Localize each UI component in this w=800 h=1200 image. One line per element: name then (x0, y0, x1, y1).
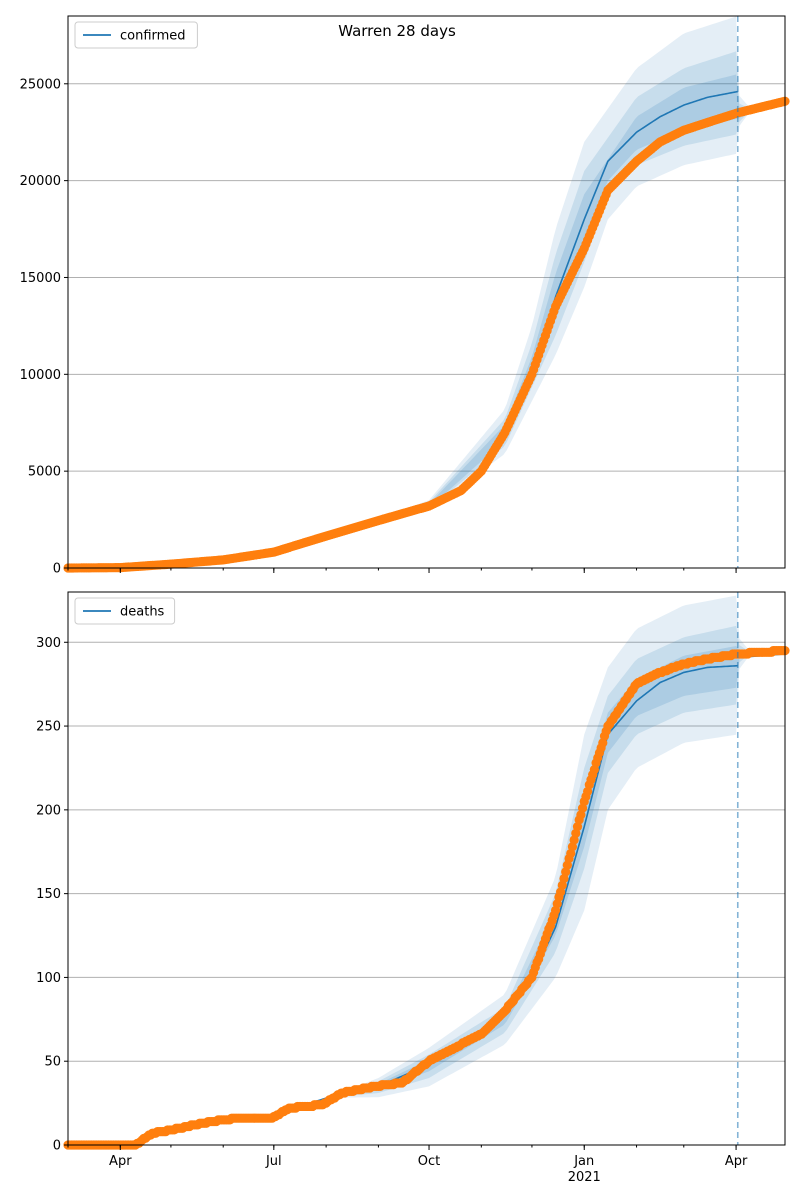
y-tick-label: 10000 (20, 368, 61, 383)
x-tick-year-label: 2021 (568, 1170, 601, 1185)
y-tick-label: 0 (53, 562, 61, 577)
x-tick-label: Jul (265, 1154, 282, 1169)
confirmed-grid (68, 83, 785, 472)
x-tick-label: Apr (725, 1154, 748, 1169)
y-tick-label: 100 (36, 971, 61, 986)
confirmed-legend: confirmed (74, 21, 198, 49)
confirmed-panel: 0 5000 10000 15000 20000 25000 confirmed (20, 15, 790, 577)
x-tick-label: Apr (109, 1154, 132, 1169)
deaths-y-ticks: 0 50 100 150 200 250 300 (36, 636, 68, 1154)
confirmed-observed-points (63, 96, 790, 573)
y-tick-label: 200 (36, 803, 61, 818)
confirmed-x-ticks (67, 568, 737, 573)
deaths-legend: deaths (74, 597, 176, 625)
deaths-observed-points (63, 646, 790, 1150)
legend-label: confirmed (120, 29, 186, 44)
legend-box (74, 597, 176, 625)
uncertainty-band (327, 16, 784, 537)
y-tick-label: 50 (44, 1055, 61, 1070)
y-tick-label: 0 (53, 1139, 61, 1154)
y-tick-label: 25000 (20, 77, 61, 92)
uncertainty-band (327, 595, 784, 1098)
x-tick-label: Oct (418, 1154, 440, 1169)
y-tick-label: 20000 (20, 174, 61, 189)
confirmed-y-ticks: 0 5000 10000 15000 20000 25000 (20, 77, 68, 577)
y-tick-label: 15000 (20, 271, 61, 286)
confirmed-axes-frame (67, 15, 786, 569)
y-tick-label: 150 (36, 887, 61, 902)
figure-title: Warren 28 days (338, 22, 456, 40)
y-tick-label: 300 (36, 636, 61, 651)
y-tick-label: 5000 (28, 465, 61, 480)
y-tick-label: 250 (36, 720, 61, 735)
legend-label: deaths (120, 605, 165, 620)
x-tick-label: Jan (573, 1154, 594, 1169)
uncertainty-band (327, 51, 784, 537)
legend-box (74, 21, 198, 49)
deaths-axes-frame (67, 591, 786, 1146)
